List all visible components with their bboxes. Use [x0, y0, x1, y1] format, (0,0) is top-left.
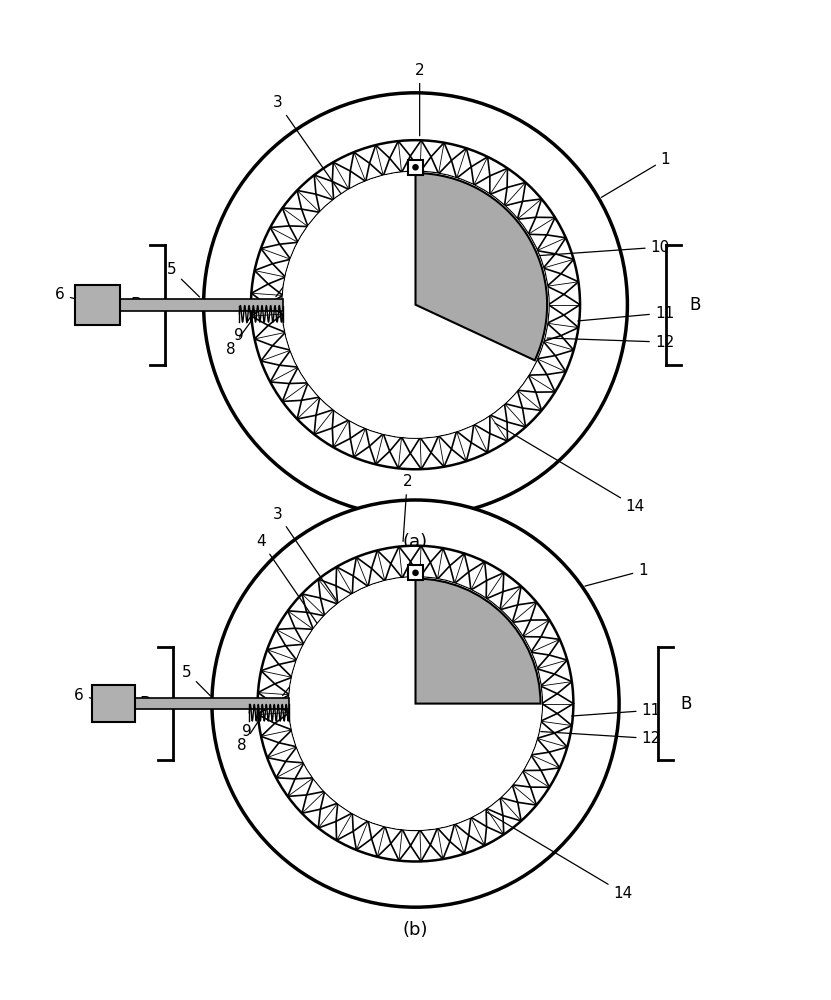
Wedge shape: [416, 579, 540, 704]
Bar: [75, 285, 120, 325]
Text: 1: 1: [602, 152, 671, 197]
Circle shape: [289, 577, 542, 830]
Text: 11: 11: [578, 306, 674, 321]
Text: 12: 12: [548, 335, 674, 350]
Bar: [120, 299, 283, 311]
Bar: [92, 685, 135, 722]
Text: B: B: [689, 296, 701, 314]
Circle shape: [204, 93, 627, 517]
Text: 3: 3: [273, 95, 341, 193]
Circle shape: [251, 140, 580, 469]
Text: 6: 6: [55, 287, 95, 304]
Text: 14: 14: [495, 423, 645, 514]
Text: B: B: [139, 695, 150, 713]
Circle shape: [258, 546, 573, 861]
Circle shape: [212, 500, 619, 907]
Circle shape: [412, 164, 419, 171]
Circle shape: [289, 577, 542, 830]
Text: 8: 8: [225, 322, 251, 357]
Text: 12: 12: [541, 731, 661, 746]
Text: 7: 7: [276, 257, 305, 297]
Text: 10: 10: [504, 240, 670, 258]
Text: 1: 1: [585, 563, 648, 586]
Text: 4: 4: [256, 534, 323, 632]
Bar: [135, 698, 289, 709]
Text: 14: 14: [487, 812, 632, 901]
Bar: [408, 160, 423, 175]
Circle shape: [283, 172, 548, 438]
Text: 5: 5: [167, 262, 199, 297]
Circle shape: [412, 570, 419, 576]
Text: 6: 6: [74, 688, 111, 703]
Text: 5: 5: [182, 665, 210, 696]
Text: (a): (a): [403, 533, 428, 551]
Wedge shape: [416, 173, 547, 360]
Text: 9: 9: [234, 303, 259, 343]
Text: B: B: [130, 296, 142, 314]
Text: 8: 8: [237, 719, 260, 753]
Bar: [408, 565, 423, 580]
Text: 11: 11: [572, 703, 661, 718]
Text: 9: 9: [242, 702, 268, 739]
Text: 2: 2: [402, 474, 412, 541]
Text: B: B: [681, 695, 692, 713]
Circle shape: [283, 172, 548, 438]
Text: (b): (b): [403, 921, 428, 939]
Text: 2: 2: [415, 63, 425, 136]
Text: 7: 7: [283, 661, 309, 696]
Text: 3: 3: [273, 507, 338, 603]
